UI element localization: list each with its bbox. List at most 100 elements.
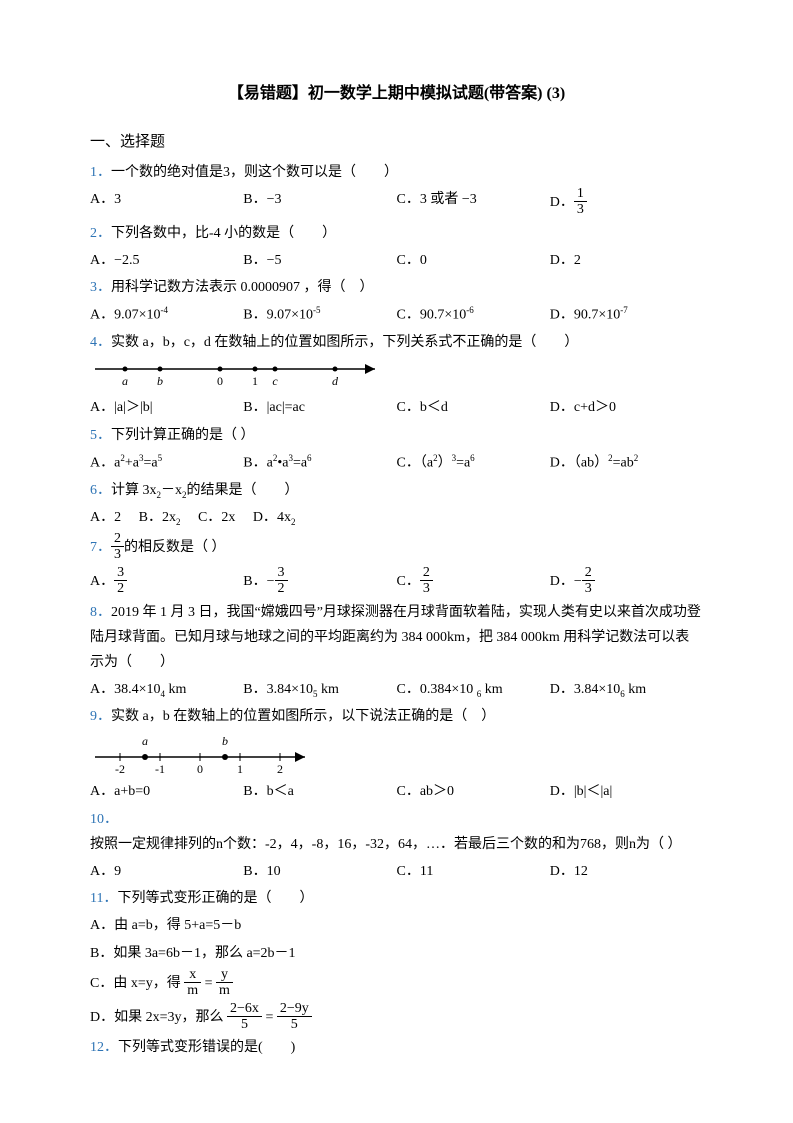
q7-opt-c: C．23	[397, 566, 550, 598]
section-heading: 一、选择题	[90, 129, 703, 156]
q5-options: A．a2+a3=a5 B．a2•a3=a6 C．（a2）3=a6 D．（ab）2…	[90, 450, 703, 476]
q7-opt-b: B．−32	[243, 566, 396, 598]
question-11: 11．下列等式变形正确的是（ ）	[90, 886, 703, 911]
svg-text:b: b	[222, 734, 228, 748]
question-7: 7．23的相反数是（ ）	[90, 532, 703, 564]
q10-opt-c: C．11	[397, 859, 550, 884]
q7-opt-a: A．32	[90, 566, 243, 598]
svg-text:a: a	[122, 374, 128, 388]
q2-opt-c: C．0	[397, 248, 550, 273]
svg-text:0: 0	[197, 762, 203, 776]
question-2: 2．下列各数中，比-4 小的数是（ ）	[90, 221, 703, 246]
q9-opt-b: B．b＜a	[243, 779, 396, 804]
q3-opt-d: D．90.7×10-7	[550, 302, 703, 328]
q2-options: A．−2.5 B．−5 C．0 D．2	[90, 248, 703, 273]
svg-text:d: d	[332, 374, 339, 388]
q8-opt-d: D．3.84×106 km	[550, 677, 703, 702]
q5-number: 5．	[90, 428, 111, 443]
q8-opt-a: A．38.4×104 km	[90, 677, 243, 702]
q1-opt-c: C．3 或者 −3	[397, 187, 550, 219]
q8-opt-b: B．3.84×105 km	[243, 677, 396, 702]
q7-number: 7．	[90, 540, 111, 555]
q4-number: 4．	[90, 335, 111, 350]
q4-opt-c: C．b＜d	[397, 395, 550, 420]
question-5: 5．下列计算正确的是（ ）	[90, 423, 703, 448]
q2-number: 2．	[90, 226, 111, 241]
page-title: 【易错题】初一数学上期中模拟试题(带答案) (3)	[90, 80, 703, 109]
q8-number: 8．	[90, 605, 111, 620]
q3-stem: 用科学记数方法表示 0.0000907 ，得（ ）	[111, 280, 374, 295]
q5-opt-d: D．（ab）2=ab2	[550, 450, 703, 476]
q11-opt-d: D．如果 2x=3y，那么 2−6x5 = 2−9y5	[90, 1002, 703, 1034]
q5-opt-b: B．a2•a3=a6	[243, 450, 396, 476]
q3-opt-c: C．90.7×10-6	[397, 302, 550, 328]
svg-text:-2: -2	[115, 762, 125, 776]
q9-number: 9．	[90, 709, 111, 724]
q1-opt-b: B．−3	[243, 187, 396, 219]
q10-opt-a: A．9	[90, 859, 243, 884]
svg-text:a: a	[142, 734, 148, 748]
svg-text:-1: -1	[155, 762, 165, 776]
q9-opt-a: A．a+b=0	[90, 779, 243, 804]
q8-stem: 2019 年 1 月 3 日，我国“嫦娥四号”月球探测器在月球背面软着陆，实现人…	[90, 605, 701, 670]
q4-numberline: a b 0 1 c d	[90, 357, 703, 393]
q4-opt-d: D．c+d＞0	[550, 395, 703, 420]
q11-opt-b: B．如果 3a=6b－1，那么 a=2b－1	[90, 941, 703, 966]
exam-page: 【易错题】初一数学上期中模拟试题(带答案) (3) 一、选择题 1．一个数的绝对…	[0, 0, 793, 1123]
q1-opt-d: D．13	[550, 187, 703, 219]
q10-opt-b: B．10	[243, 859, 396, 884]
numberline-svg: a b 0 1 c d	[90, 357, 390, 393]
q1-stem: 一个数的绝对值是3，则这个数可以是（ ）	[111, 165, 398, 180]
question-6: 6．计算 3x2－x2的结果是（ ）	[90, 478, 703, 503]
q11-number: 11．	[90, 891, 117, 906]
q11-stem: 下列等式变形正确的是（ ）	[117, 891, 313, 906]
q12-number: 12．	[90, 1040, 118, 1055]
q9-opt-d: D．|b|＜|a|	[550, 779, 703, 804]
q5-opt-c: C．（a2）3=a6	[397, 450, 550, 476]
q9-options: A．a+b=0 B．b＜a C．ab＞0 D．|b|＜|a|	[90, 779, 703, 804]
svg-text:0: 0	[217, 374, 223, 388]
q7-options: A．32 B．−32 C．23 D．−23	[90, 566, 703, 598]
q1-number: 1．	[90, 165, 111, 180]
q7-opt-d: D．−23	[550, 566, 703, 598]
question-1: 1．一个数的绝对值是3，则这个数可以是（ ）	[90, 160, 703, 185]
q3-opt-b: B．9.07×10-5	[243, 302, 396, 328]
question-9: 9．实数 a，b 在数轴上的位置如图所示，以下说法正确的是（ ）	[90, 704, 703, 729]
svg-text:1: 1	[252, 374, 258, 388]
question-10: 10． 按照一定规律排列的n个数：-2，4，-8，16，-32，64，…．若最后三…	[90, 807, 703, 857]
q9-stem: 实数 a，b 在数轴上的位置如图所示，以下说法正确的是（ ）	[111, 709, 495, 724]
svg-text:c: c	[272, 374, 278, 388]
q8-options: A．38.4×104 km B．3.84×105 km C．0.384×10 6…	[90, 677, 703, 702]
q5-opt-a: A．a2+a3=a5	[90, 450, 243, 476]
q9-opt-c: C．ab＞0	[397, 779, 550, 804]
question-3: 3．用科学记数方法表示 0.0000907 ，得（ ）	[90, 275, 703, 300]
q5-stem: 下列计算正确的是（ ）	[111, 428, 255, 443]
q10-number: 10．	[90, 812, 118, 827]
q4-options: A．|a|＞|b| B．|ac|=ac C．b＜d D．c+d＞0	[90, 395, 703, 420]
question-4: 4．实数 a，b，c，d 在数轴上的位置如图所示，下列关系式不正确的是（ ）	[90, 330, 703, 355]
numberline2-svg: a b -2 -1 0 1 2	[90, 731, 320, 777]
svg-text:b: b	[157, 374, 163, 388]
q4-opt-b: B．|ac|=ac	[243, 395, 396, 420]
q2-opt-d: D．2	[550, 248, 703, 273]
q10-stem: 按照一定规律排列的n个数：-2，4，-8，16，-32，64，…．若最后三个数的…	[90, 837, 681, 852]
q2-opt-a: A．−2.5	[90, 248, 243, 273]
svg-text:1: 1	[237, 762, 243, 776]
q1-options: A．3 B．−3 C．3 或者 −3 D．13	[90, 187, 703, 219]
q2-opt-b: B．−5	[243, 248, 396, 273]
q11-opt-c: C．由 x=y，得 xm = ym	[90, 968, 703, 1000]
q1-opt-a: A．3	[90, 187, 243, 219]
q2-stem: 下列各数中，比-4 小的数是（ ）	[111, 226, 336, 241]
q4-opt-a: A．|a|＞|b|	[90, 395, 243, 420]
q10-options: A．9 B．10 C．11 D．12	[90, 859, 703, 884]
q3-number: 3．	[90, 280, 111, 295]
q6-options: A．2 B．2x2 C．2x D．4x2	[90, 505, 703, 530]
question-12: 12．下列等式变形错误的是( )	[90, 1035, 703, 1060]
svg-text:2: 2	[277, 762, 283, 776]
q3-opt-a: A．9.07×10-4	[90, 302, 243, 328]
q3-options: A．9.07×10-4 B．9.07×10-5 C．90.7×10-6 D．90…	[90, 302, 703, 328]
q6-number: 6．	[90, 483, 111, 498]
q10-opt-d: D．12	[550, 859, 703, 884]
q8-opt-c: C．0.384×10 6 km	[397, 677, 550, 702]
q4-stem: 实数 a，b，c，d 在数轴上的位置如图所示，下列关系式不正确的是（ ）	[111, 335, 578, 350]
